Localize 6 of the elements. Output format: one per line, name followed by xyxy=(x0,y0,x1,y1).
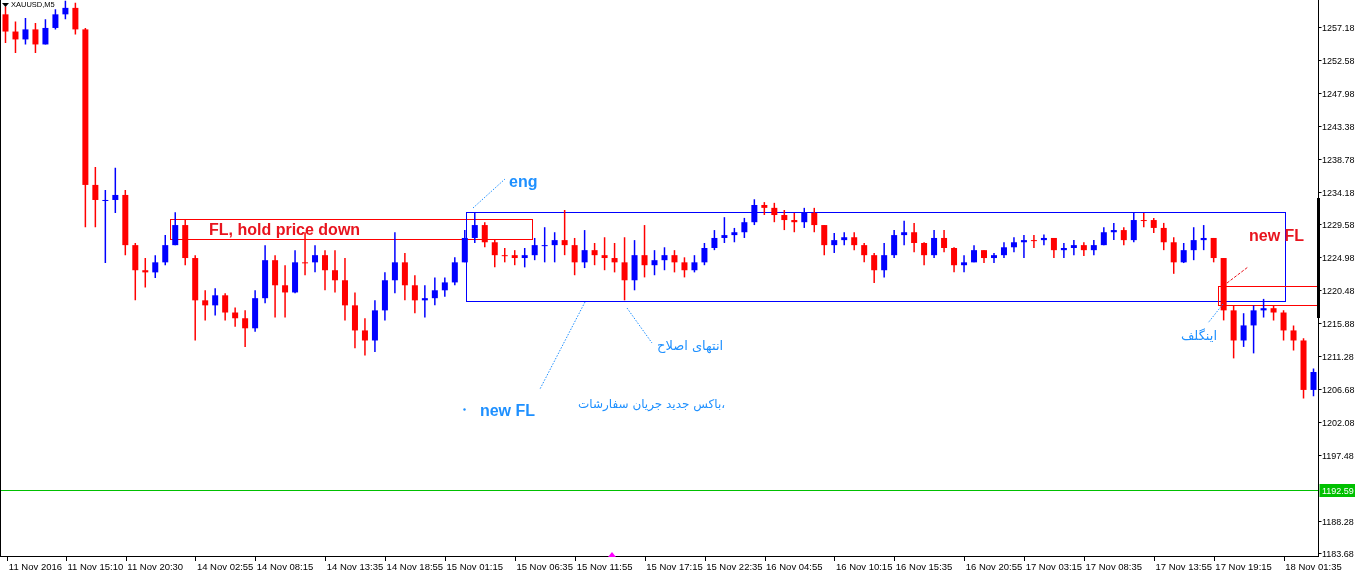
annotation: new FL xyxy=(479,402,535,419)
annotation: FL, hold price down xyxy=(209,221,361,238)
annotation: eng xyxy=(509,173,538,190)
annotation: اینگلف xyxy=(1180,328,1217,343)
annotation: باکس جدید جریان سفارشات، xyxy=(578,397,726,411)
annotation: انتهای اصلاح xyxy=(657,338,724,353)
